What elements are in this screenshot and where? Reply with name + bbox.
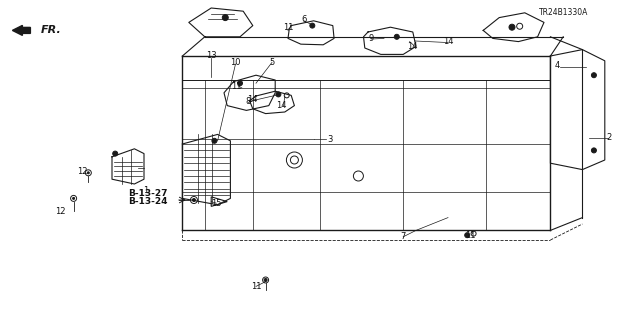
FancyArrow shape: [12, 25, 31, 36]
Circle shape: [591, 148, 596, 153]
Text: 2: 2: [607, 133, 612, 142]
Text: 14: 14: [248, 95, 258, 104]
Circle shape: [509, 24, 515, 30]
Text: 1: 1: [143, 186, 148, 195]
Text: 14: 14: [276, 101, 287, 110]
Text: 12: 12: [77, 167, 87, 176]
Text: TR24B1330A: TR24B1330A: [540, 8, 589, 17]
Text: B-13-27: B-13-27: [128, 189, 168, 198]
Text: 14: 14: [408, 42, 418, 51]
Circle shape: [591, 73, 596, 78]
Circle shape: [264, 278, 267, 282]
Circle shape: [72, 197, 75, 199]
Circle shape: [222, 15, 228, 20]
Text: 8: 8: [246, 97, 251, 106]
Text: 12: 12: [56, 207, 66, 216]
Text: 9: 9: [369, 34, 374, 43]
Text: 11: 11: [251, 282, 261, 291]
Circle shape: [237, 81, 243, 86]
Circle shape: [465, 233, 470, 238]
Circle shape: [113, 151, 118, 156]
Text: FR.: FR.: [40, 25, 61, 36]
Text: 10: 10: [230, 58, 241, 67]
Circle shape: [310, 23, 315, 28]
Text: 11: 11: [465, 231, 476, 240]
Text: B-13-24: B-13-24: [128, 197, 168, 206]
Circle shape: [394, 34, 399, 39]
Text: 15: 15: [211, 199, 221, 208]
Circle shape: [212, 138, 217, 143]
Text: 11: 11: [283, 23, 293, 32]
Text: 13: 13: [206, 52, 216, 60]
Text: 11: 11: [232, 82, 242, 91]
Text: 5: 5: [269, 58, 275, 67]
Circle shape: [276, 92, 281, 97]
Circle shape: [87, 172, 90, 174]
Circle shape: [193, 198, 195, 202]
Text: 14: 14: [443, 37, 453, 46]
Text: 6: 6: [301, 15, 307, 24]
Text: 3: 3: [327, 135, 332, 144]
Text: 7: 7: [401, 232, 406, 241]
Text: 4: 4: [554, 61, 559, 70]
